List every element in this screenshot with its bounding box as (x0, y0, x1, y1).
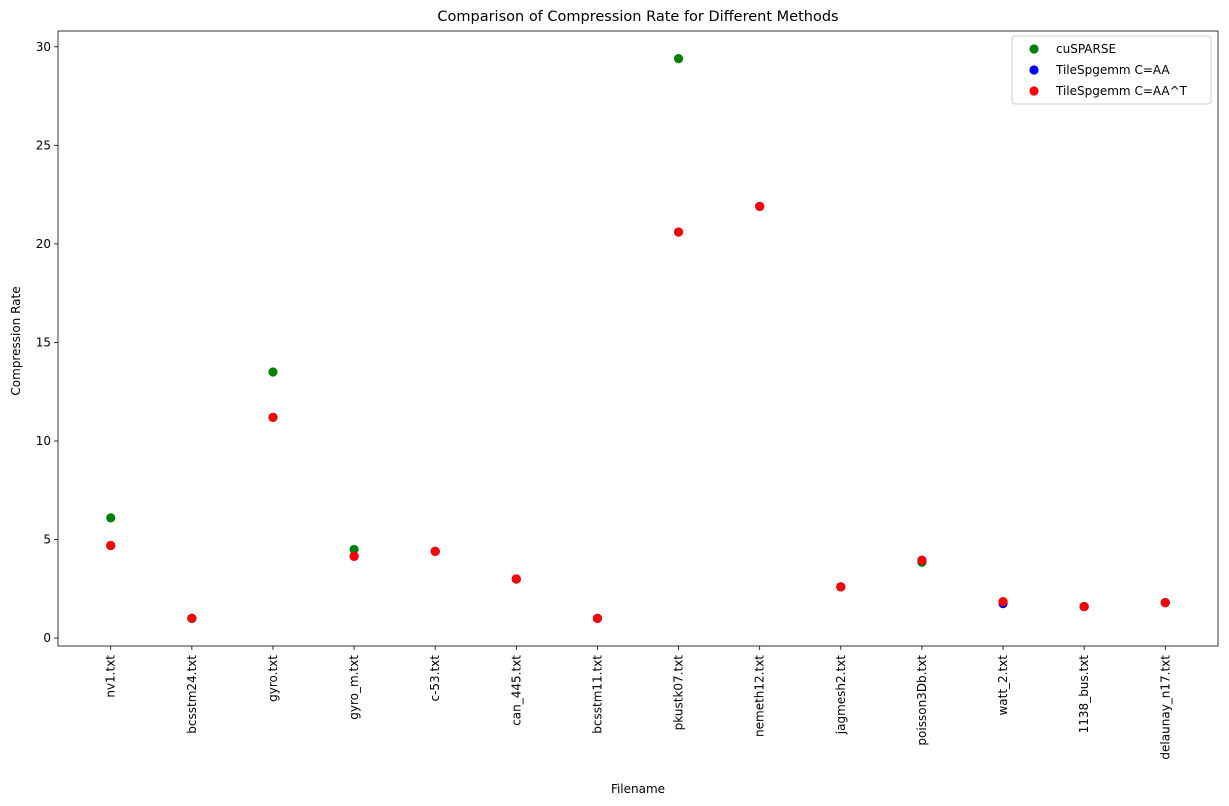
y-tick-label: 0 (43, 631, 51, 645)
data-point (755, 201, 765, 212)
x-tick-label: delaunay_n17.txt (1158, 655, 1172, 760)
data-point (268, 412, 278, 422)
plot-frame (57, 30, 1219, 647)
x-tick-label: gyro.txt (266, 655, 280, 702)
series-1 (106, 201, 1170, 624)
x-tick-label: pkustk07.txt (672, 655, 686, 731)
legend-box (1011, 35, 1212, 105)
data-point (349, 551, 359, 561)
legend: cuSPARSE TileSpgemm C=AA TileSpgemm C=AA^T (1011, 35, 1212, 105)
data-point (349, 544, 359, 555)
data-point (1160, 598, 1170, 608)
legend-marker (1029, 44, 1039, 54)
x-tick-label: watt_2.txt (996, 655, 1010, 716)
x-tick-label: nv1.txt (104, 655, 118, 698)
legend-label: TileSpgemm C=AA^T (1055, 84, 1188, 98)
x-tick-label: 1138_bus.txt (1077, 655, 1091, 734)
y-tick-label: 25 (36, 138, 51, 152)
x-axis: nv1.txt bcsstm24.txt gyro.txt gyro_m.txt c-5… (104, 646, 1172, 760)
x-axis-label: Filename (611, 782, 665, 796)
y-axis-label: Compression Rate (9, 286, 23, 395)
data-point (673, 227, 684, 237)
y-tick-label: 5 (43, 533, 51, 547)
x-tick-label: poisson3Db.txt (915, 655, 929, 746)
chart-title: Comparison of Compression Rate for Diffe… (437, 9, 838, 25)
legend-label: TileSpgemm C=AA (1055, 63, 1170, 77)
data-point (998, 597, 1008, 607)
x-tick-label: gyro_m.txt (347, 655, 361, 720)
x-tick-label: jagmesh2.txt (834, 655, 848, 735)
y-tick-label: 30 (36, 40, 51, 54)
legend-marker (1029, 86, 1039, 96)
data-point (511, 574, 521, 584)
data-point (106, 513, 116, 523)
y-axis: 0 5 10 15 20 25 30 (36, 40, 58, 645)
data-point (1079, 601, 1089, 612)
x-tick-label: nemeth12.txt (753, 655, 767, 737)
y-tick-label: 10 (36, 434, 51, 448)
data-point (592, 613, 603, 624)
x-tick-label: can_445.txt (509, 655, 523, 726)
series-2 (106, 201, 1170, 624)
plot-area (106, 53, 1170, 624)
data-point (430, 546, 440, 556)
x-tick-label: c-53.txt (428, 655, 442, 702)
data-point (187, 613, 197, 624)
data-point (268, 367, 278, 377)
x-tick-label: bcsstm24.txt (185, 655, 199, 734)
y-tick-label: 15 (36, 335, 51, 349)
y-tick-label: 20 (36, 237, 51, 251)
data-point (106, 540, 116, 551)
data-point (836, 582, 846, 592)
data-point (673, 53, 684, 64)
data-point (917, 555, 927, 565)
legend-marker (1029, 65, 1039, 75)
series-0 (106, 53, 1170, 624)
legend-label: cuSPARSE (1056, 42, 1116, 56)
x-tick-label: bcsstm11.txt (590, 655, 604, 734)
